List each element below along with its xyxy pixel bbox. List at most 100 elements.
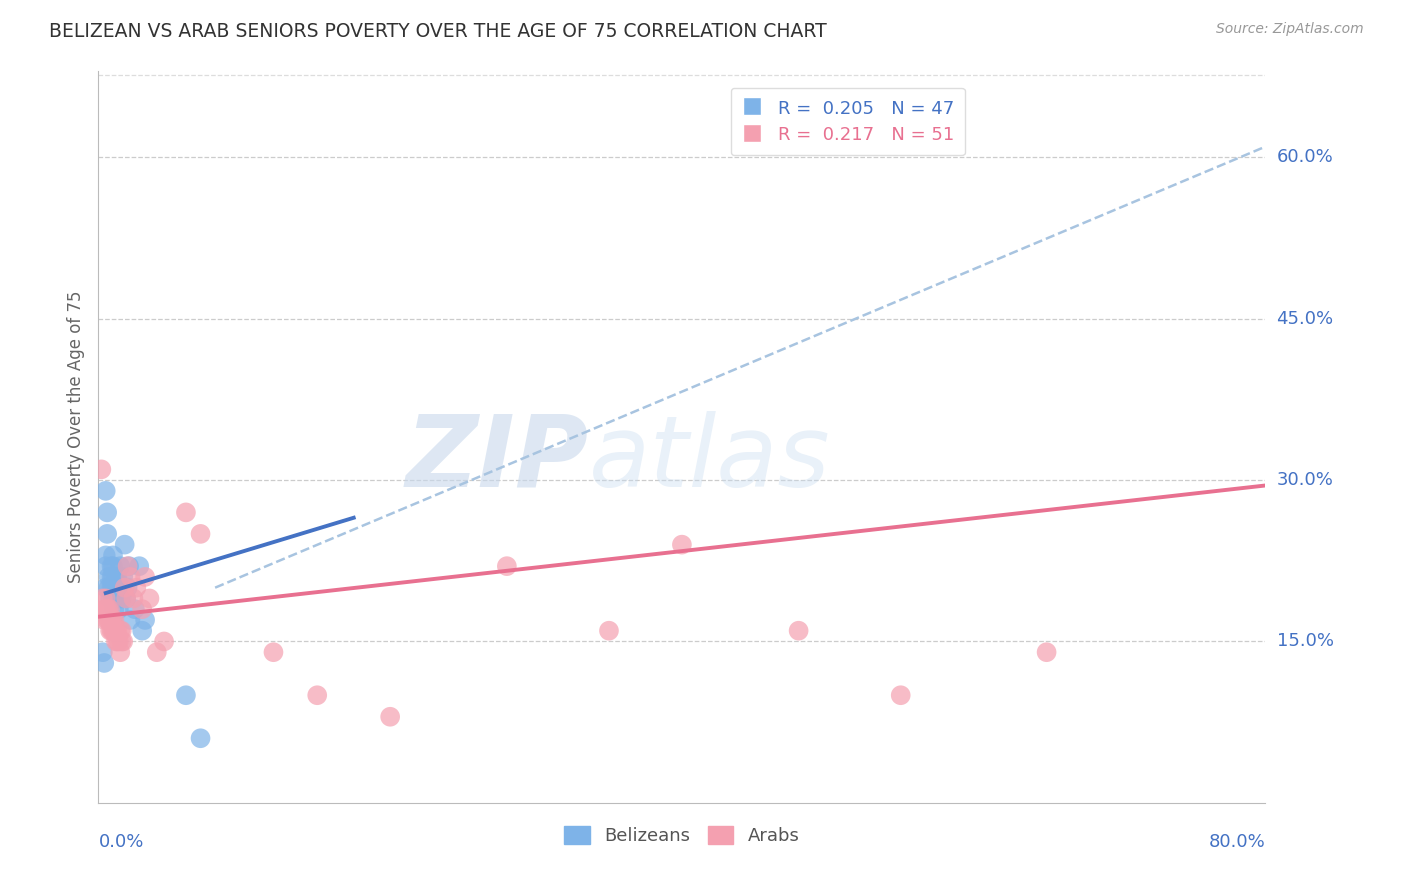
Point [112, 634, 135, 648]
Point [101, 581, 124, 595]
Point [134, 570, 156, 584]
Point [111, 624, 134, 638]
Point [146, 645, 169, 659]
Point [787, 624, 810, 638]
Text: 45.0%: 45.0% [1277, 310, 1334, 327]
Point [100, 581, 122, 595]
Point [90, 462, 112, 476]
Point [115, 591, 138, 606]
Text: 60.0%: 60.0% [1277, 148, 1333, 167]
Point [890, 688, 912, 702]
Point [96, 527, 118, 541]
Point [94, 581, 117, 595]
Point [97, 613, 120, 627]
Point [97, 602, 120, 616]
Point [100, 570, 122, 584]
Point [97, 581, 120, 595]
Point [101, 591, 124, 606]
Point [101, 570, 124, 584]
Point [104, 624, 127, 638]
Point [110, 581, 132, 595]
Point [131, 624, 153, 638]
Point [118, 559, 141, 574]
Legend: Belizeans, Arabs: Belizeans, Arabs [557, 819, 807, 852]
Point [120, 613, 142, 627]
Point [93, 656, 115, 670]
Point [108, 602, 131, 616]
Point [134, 613, 156, 627]
Point [98, 602, 121, 616]
Point [98, 591, 121, 606]
Point [110, 645, 132, 659]
Point [103, 624, 125, 638]
Point [94, 483, 117, 498]
Text: ZIP: ZIP [405, 410, 589, 508]
Y-axis label: Seniors Poverty Over the Age of 75: Seniors Poverty Over the Age of 75 [66, 291, 84, 583]
Point [105, 591, 128, 606]
Point [1035, 645, 1057, 659]
Point [100, 624, 122, 638]
Point [112, 570, 135, 584]
Point [131, 602, 153, 616]
Point [104, 634, 127, 648]
Point [117, 581, 139, 595]
Text: Source: ZipAtlas.com: Source: ZipAtlas.com [1216, 22, 1364, 37]
Point [98, 613, 121, 627]
Point [98, 624, 121, 638]
Point [104, 591, 127, 606]
Point [598, 624, 620, 638]
Point [115, 591, 138, 606]
Point [96, 602, 118, 616]
Point [101, 549, 124, 563]
Point [93, 602, 115, 616]
Point [111, 634, 134, 648]
Point [104, 570, 127, 584]
Point [496, 559, 519, 574]
Point [103, 613, 125, 627]
Point [91, 591, 114, 606]
Point [94, 602, 117, 616]
Text: 15.0%: 15.0% [1277, 632, 1333, 650]
Point [124, 602, 146, 616]
Text: 0.0%: 0.0% [98, 833, 143, 851]
Point [101, 559, 124, 574]
Point [190, 527, 212, 541]
Point [100, 559, 122, 574]
Point [103, 602, 125, 616]
Point [114, 581, 136, 595]
Point [122, 591, 145, 606]
Point [114, 538, 136, 552]
Point [105, 634, 128, 648]
Point [174, 688, 197, 702]
Point [307, 688, 329, 702]
Point [174, 505, 197, 519]
Point [111, 581, 134, 595]
Point [104, 581, 127, 595]
Point [671, 538, 693, 552]
Point [103, 581, 125, 595]
Point [105, 624, 128, 638]
Point [91, 645, 114, 659]
Point [380, 710, 402, 724]
Point [100, 613, 122, 627]
Point [96, 505, 118, 519]
Point [97, 570, 120, 584]
Point [94, 591, 117, 606]
Text: BELIZEAN VS ARAB SENIORS POVERTY OVER THE AGE OF 75 CORRELATION CHART: BELIZEAN VS ARAB SENIORS POVERTY OVER TH… [49, 22, 827, 41]
Point [108, 634, 131, 648]
Point [110, 559, 132, 574]
Point [125, 581, 148, 595]
Text: atlas: atlas [589, 410, 830, 508]
Point [111, 591, 134, 606]
Point [96, 613, 118, 627]
Point [108, 581, 131, 595]
Point [110, 624, 132, 638]
Point [262, 645, 284, 659]
Text: 30.0%: 30.0% [1277, 471, 1333, 489]
Point [120, 570, 142, 584]
Point [94, 559, 117, 574]
Text: 80.0%: 80.0% [1209, 833, 1265, 851]
Point [128, 559, 150, 574]
Point [110, 591, 132, 606]
Point [103, 591, 125, 606]
